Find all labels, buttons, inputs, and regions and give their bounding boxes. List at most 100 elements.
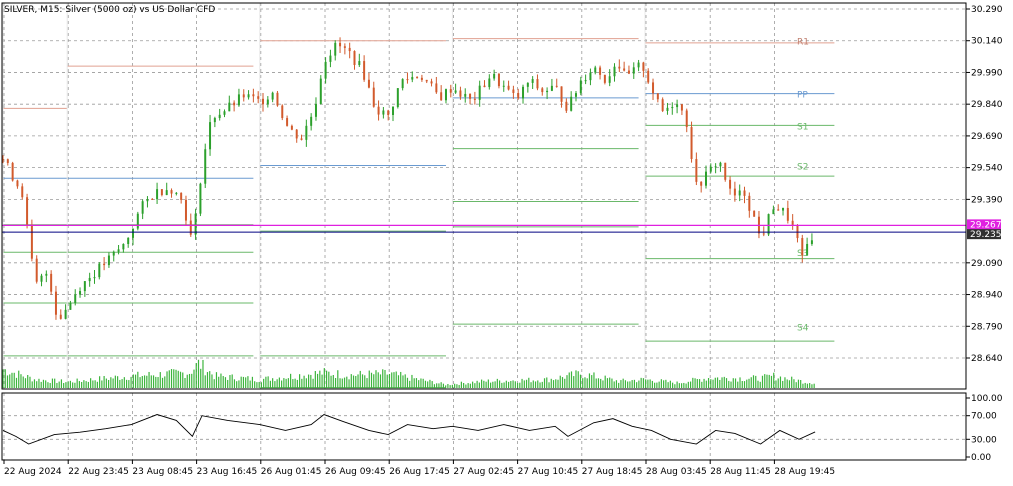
candle-body [69,303,72,310]
candle-body [343,46,346,48]
candle-body [281,105,284,119]
candle-body [459,90,462,97]
candle-body [599,67,602,75]
candle-body [228,102,231,112]
candle-body [184,199,187,221]
pivot-label: R1 [797,38,809,48]
candle-body [286,118,289,126]
candle-body [132,228,135,238]
candle-body [733,188,736,196]
candle-body [416,77,419,79]
candle-body [45,273,48,276]
candle-body [406,79,409,81]
price-tick-label: 28.790 [971,322,1003,332]
candle-body [695,159,698,182]
candle-body [435,83,438,93]
candle-body [584,80,587,82]
candle-body [541,88,544,93]
candle-body [656,93,659,100]
candle-body [247,94,250,98]
bid-price-tag [967,229,1001,240]
candle-body [440,92,443,101]
candle-body [473,98,476,100]
price-tick-label: 29.390 [971,195,1003,205]
candle-body [223,111,226,115]
candle-body [141,201,144,214]
candle-body [218,114,221,119]
price-tick-label: 29.090 [971,259,1003,269]
time-tick-label: 22 Aug 23:45 [68,467,129,477]
candle-body [88,277,91,282]
candle-body [724,162,727,180]
candle-body [786,207,789,221]
candle-body [367,79,370,88]
candle-body [83,281,86,292]
price-tick-label: 28.940 [971,291,1003,301]
candle-body [40,275,43,282]
candle-body [257,96,260,99]
candle-body [396,88,399,107]
candle-body [806,243,809,256]
candle-body [136,213,139,229]
symbol-title: SILVER, M15: Silver (5000 oz) vs US Doll… [4,5,215,15]
time-tick-label: 27 Aug 02:45 [453,467,514,477]
candle-body [608,76,611,83]
price-tick-label: 30.140 [971,37,1003,47]
candle-body [324,61,327,79]
candle-body [782,207,785,211]
candle-body [555,85,558,87]
time-tick-label: 22 Aug 2024 [4,467,62,477]
time-tick-label: 26 Aug 01:45 [261,467,322,477]
candle-body [242,94,245,98]
candle-body [6,159,9,163]
candle-body [493,73,496,79]
candle-body [262,98,265,105]
candle-body [2,159,4,161]
candle-body [233,102,236,106]
candle-body [358,61,361,65]
candle-body [652,82,655,94]
time-tick-label: 23 Aug 16:45 [197,467,258,477]
candle-body [444,89,447,101]
candle-body [319,78,322,105]
candle-body [570,96,573,111]
rsi-tick-label: 0.00 [971,453,991,463]
candle-body [213,118,216,123]
time-tick-label: 26 Aug 17:45 [389,467,450,477]
candle-body [810,240,813,244]
price-panel-frame [1,2,967,390]
candle-body [690,127,693,160]
candle-body [175,192,178,194]
candle-body [348,47,351,52]
candle-body [623,68,626,71]
candle-body [392,106,395,116]
candle-body [772,209,775,215]
candle-body [517,93,520,99]
candle-body [189,220,192,235]
candle-body [420,77,423,80]
candle-body [59,314,62,319]
candle-body [266,99,269,105]
candle-body [526,82,529,87]
candle-body [329,55,332,62]
candle-body [310,116,313,126]
candle-body [704,171,707,186]
candle-body [199,183,202,214]
candle-body [334,42,337,56]
candle-body [767,214,770,235]
axis-labels: 30.290 30.140 29.990 29.840 29.690 29.540 29.3… [3,5,1003,477]
candle-body [738,190,741,196]
candle-body [676,104,679,108]
candle-body [430,81,433,84]
candle-body [777,209,780,211]
candle-body [127,237,130,244]
candle-body [801,238,804,256]
candle-body [35,258,38,282]
candle-body [478,85,481,100]
candle-body [603,74,606,83]
candle-body [425,79,428,82]
candle-body [103,263,106,266]
candle-body [112,251,115,256]
